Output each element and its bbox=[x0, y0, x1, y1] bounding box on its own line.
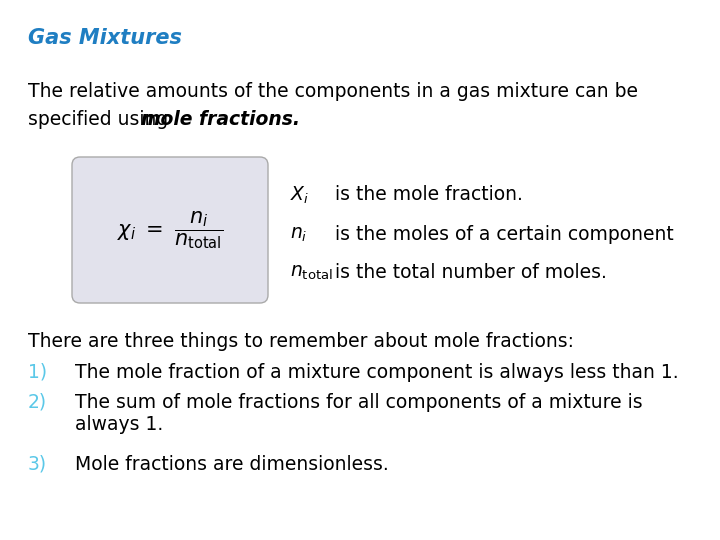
Text: 1): 1) bbox=[28, 363, 47, 382]
FancyBboxPatch shape bbox=[72, 157, 268, 303]
Text: Gas Mixtures: Gas Mixtures bbox=[28, 28, 182, 48]
Text: 2): 2) bbox=[28, 393, 47, 412]
Text: $n_i$: $n_i$ bbox=[290, 226, 307, 245]
Text: $n_\mathrm{total}$: $n_\mathrm{total}$ bbox=[290, 262, 333, 281]
Text: The sum of mole fractions for all components of a mixture is
always 1.: The sum of mole fractions for all compon… bbox=[75, 393, 643, 434]
Text: is the total number of moles.: is the total number of moles. bbox=[335, 262, 607, 281]
Text: Mole fractions are dimensionless.: Mole fractions are dimensionless. bbox=[75, 455, 389, 474]
Text: $X_i$: $X_i$ bbox=[290, 184, 309, 206]
Text: There are three things to remember about mole fractions:: There are three things to remember about… bbox=[28, 332, 574, 351]
Text: specified using: specified using bbox=[28, 110, 174, 129]
Text: is the moles of a certain component: is the moles of a certain component bbox=[335, 226, 674, 245]
Text: is the mole fraction.: is the mole fraction. bbox=[335, 186, 523, 205]
Text: The relative amounts of the components in a gas mixture can be: The relative amounts of the components i… bbox=[28, 82, 638, 101]
Text: mole fractions.: mole fractions. bbox=[141, 110, 300, 129]
Text: 3): 3) bbox=[28, 455, 47, 474]
Text: The mole fraction of a mixture component is always less than 1.: The mole fraction of a mixture component… bbox=[75, 363, 679, 382]
Text: $\chi_i\ =\ \dfrac{n_i}{n_{\mathrm{total}}}$: $\chi_i\ =\ \dfrac{n_i}{n_{\mathrm{total… bbox=[117, 209, 223, 251]
